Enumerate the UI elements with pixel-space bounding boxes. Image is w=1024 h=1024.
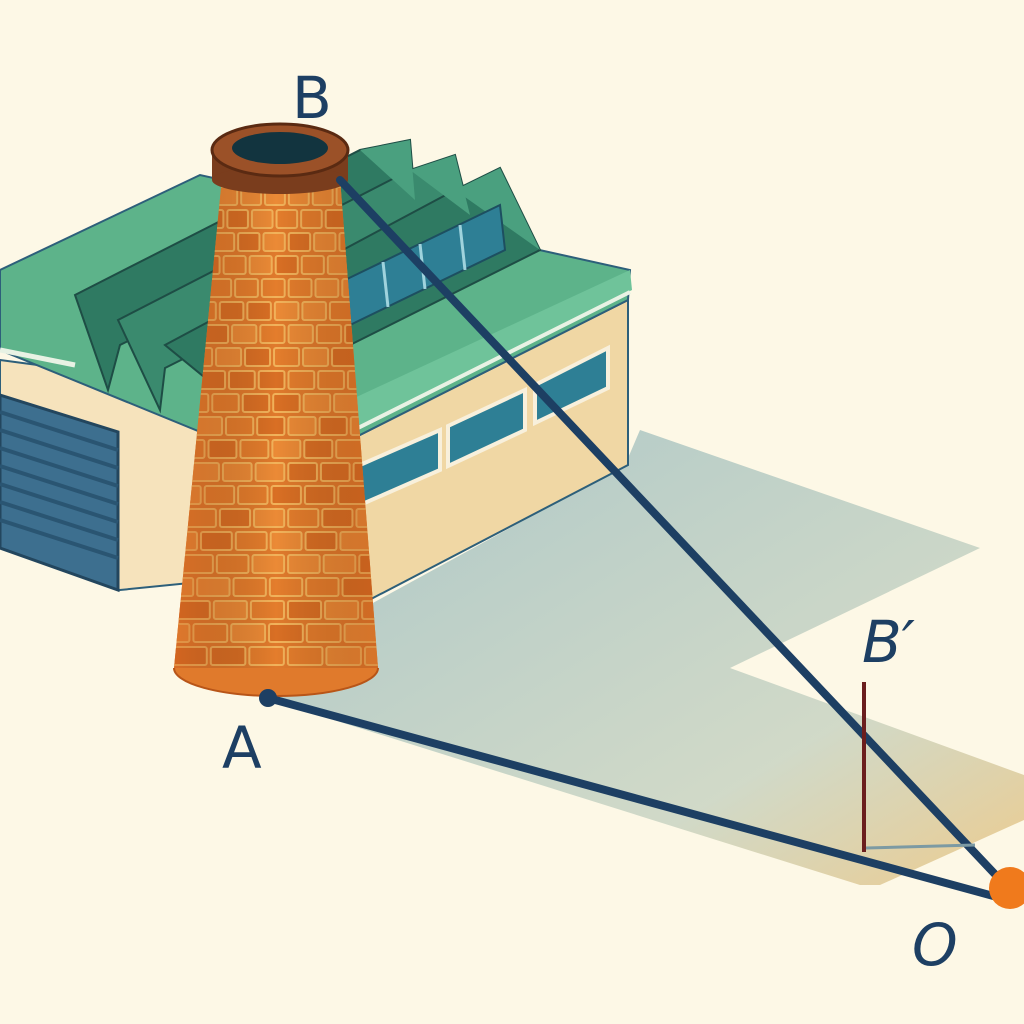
point-O-dot [989,867,1024,909]
label-B: B [292,64,332,132]
label-A: A [222,714,262,782]
brick-chimney [173,122,379,697]
line-A-to-O [264,694,1012,904]
label-B-prime: B′ [862,608,915,676]
geometry-lines [264,176,1012,904]
line-B-to-O [336,176,1012,892]
ground-shadow [270,430,1024,885]
chimney-rim [210,122,350,194]
label-O: O [912,911,958,979]
point-A-dot [259,689,277,707]
garage-door [0,393,120,593]
